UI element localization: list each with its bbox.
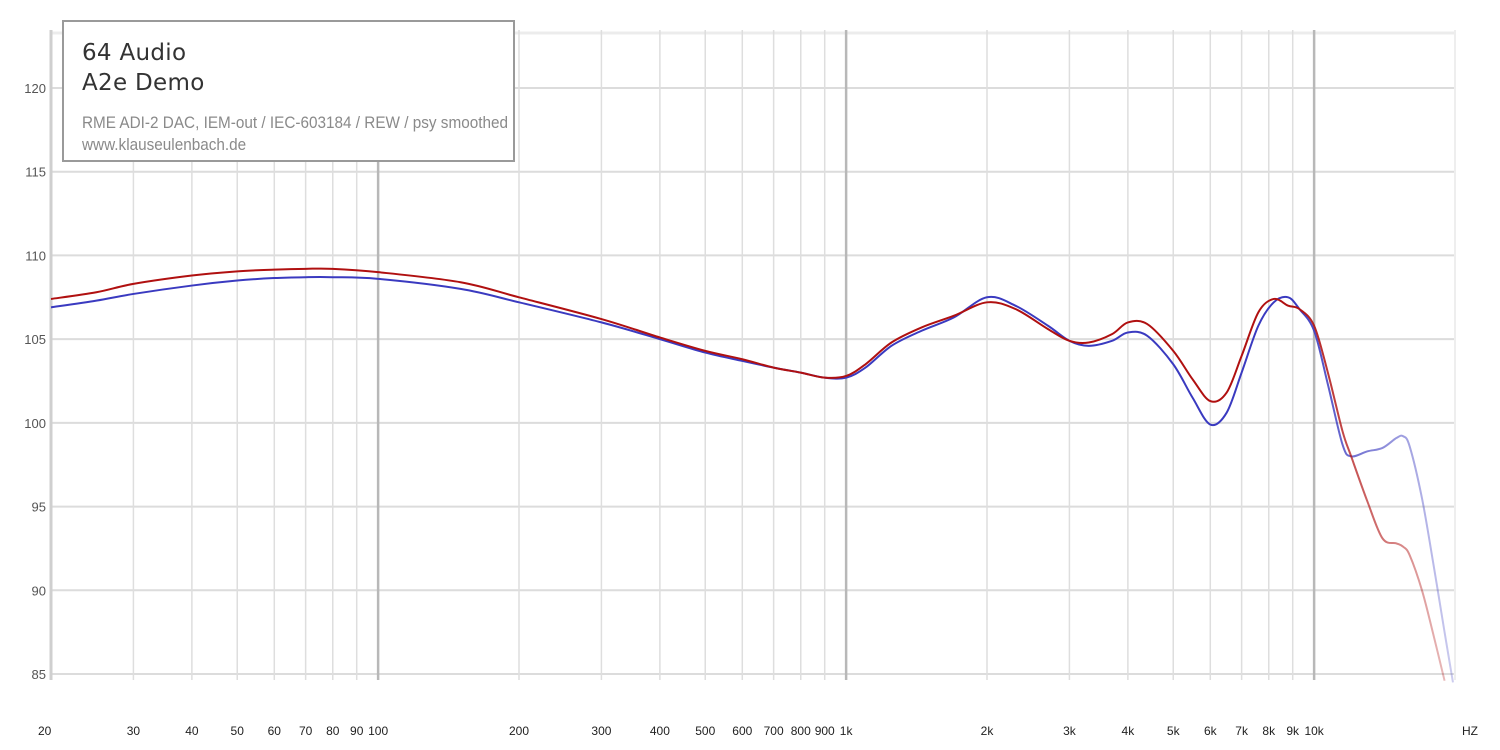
legend-title: 64 Audio A2e Demo <box>82 38 205 98</box>
x-tick-label: 700 <box>764 724 784 738</box>
x-tick-labels: 20 30 40 50 60 70 80 90 100 200 300 400 500 600 700 800… <box>38 724 1325 738</box>
y-tick-label: 100 <box>24 416 46 431</box>
x-tick-label: 100 <box>368 724 388 738</box>
y-tick-label: 95 <box>32 500 46 515</box>
x-tick-label: 30 <box>127 724 141 738</box>
legend-info: RME ADI-2 DAC, IEM-out / IEC-603184 / RE… <box>82 112 555 156</box>
x-tick-label: 20 <box>38 724 52 738</box>
x-tick-label: 80 <box>326 724 340 738</box>
y-tick-label: 90 <box>32 583 46 598</box>
x-tick-label: 4k <box>1122 724 1136 738</box>
x-tick-label: 60 <box>268 724 282 738</box>
series-lines <box>50 267 1454 683</box>
x-tick-label: 900 <box>815 724 835 738</box>
brand-name: 64 Audio <box>82 40 187 66</box>
y-tick-label: 115 <box>25 165 46 180</box>
x-tick-label: 300 <box>591 724 611 738</box>
x-tick-label: 40 <box>185 724 199 738</box>
x-tick-label: 70 <box>299 724 313 738</box>
x-tick-label: 50 <box>231 724 245 738</box>
x-tick-label: 9k <box>1286 724 1300 738</box>
x-tick-label: 800 <box>791 724 811 738</box>
y-tick-labels: 85 90 95 100 105 110 115 120 <box>24 81 46 682</box>
x-tick-label: 400 <box>650 724 670 738</box>
measurement-setup: RME ADI-2 DAC, IEM-out / IEC-603184 / RE… <box>82 113 508 132</box>
x-tick-label: 1k <box>840 724 854 738</box>
series-line <box>50 276 1454 683</box>
x-tick-label: 3k <box>1063 724 1077 738</box>
x-tick-label: 600 <box>732 724 752 738</box>
y-tick-label: 120 <box>24 81 46 96</box>
legend-box: 64 Audio A2e Demo RME ADI-2 DAC, IEM-out… <box>62 20 515 162</box>
y-tick-label: 105 <box>24 332 46 347</box>
y-tick-label: 110 <box>25 248 46 263</box>
y-tick-label: 85 <box>32 667 46 682</box>
x-tick-label: 500 <box>695 724 715 738</box>
x-tick-label: 6k <box>1204 724 1218 738</box>
series-line <box>50 267 1446 681</box>
x-tick-label: 2k <box>981 724 995 738</box>
x-tick-label: 200 <box>509 724 529 738</box>
x-axis-label: HZ <box>1462 724 1478 738</box>
website: www.klauseulenbach.de <box>82 135 247 154</box>
x-tick-label: 8k <box>1262 724 1276 738</box>
x-tick-label: 5k <box>1167 724 1181 738</box>
x-tick-label: 7k <box>1235 724 1249 738</box>
x-tick-label: 90 <box>350 724 364 738</box>
x-tick-label: 10k <box>1304 724 1324 738</box>
model-name: A2e Demo <box>82 70 205 96</box>
